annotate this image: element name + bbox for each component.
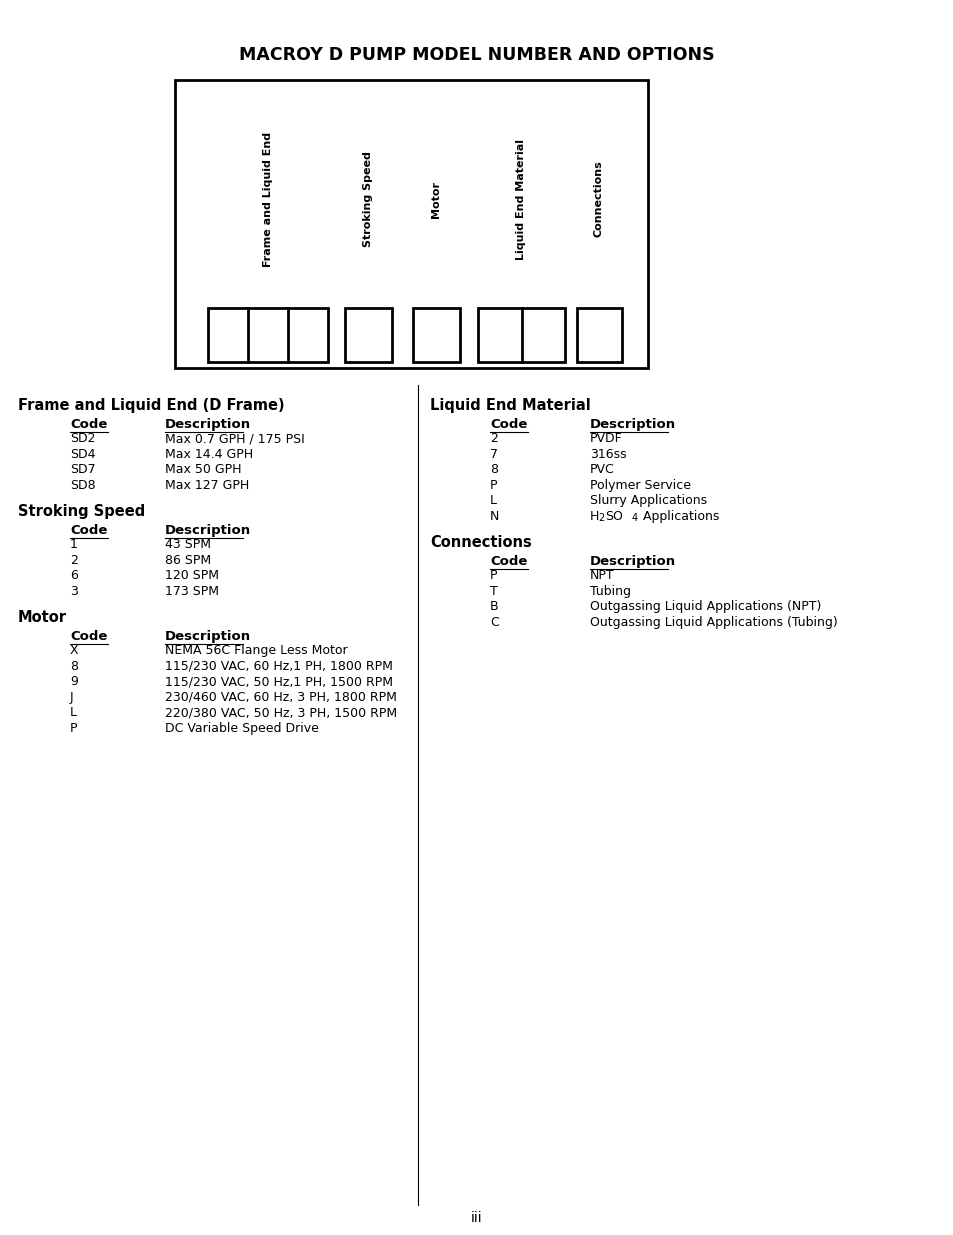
Text: Liquid End Material: Liquid End Material [430, 398, 590, 412]
Text: PVC: PVC [589, 463, 614, 477]
Text: SD2: SD2 [70, 432, 95, 445]
Text: X: X [70, 645, 78, 657]
Text: SD4: SD4 [70, 447, 95, 461]
Text: Connections: Connections [430, 535, 531, 550]
Text: 173 SPM: 173 SPM [165, 585, 219, 598]
Text: 115/230 VAC, 50 Hz,1 PH, 1500 RPM: 115/230 VAC, 50 Hz,1 PH, 1500 RPM [165, 676, 393, 688]
Text: 43 SPM: 43 SPM [165, 538, 211, 551]
Text: Code: Code [70, 630, 108, 643]
Text: 8: 8 [490, 463, 497, 477]
Text: T: T [490, 585, 497, 598]
Text: MACROY D PUMP MODEL NUMBER AND OPTIONS: MACROY D PUMP MODEL NUMBER AND OPTIONS [239, 46, 714, 64]
Text: Tubing: Tubing [589, 585, 630, 598]
Text: Code: Code [490, 556, 527, 568]
Bar [477, 308, 564, 362]
Text: Connections: Connections [594, 161, 603, 237]
Text: 230/460 VAC, 60 Hz, 3 PH, 1800 RPM: 230/460 VAC, 60 Hz, 3 PH, 1800 RPM [165, 690, 396, 704]
Text: 220/380 VAC, 50 Hz, 3 PH, 1500 RPM: 220/380 VAC, 50 Hz, 3 PH, 1500 RPM [165, 706, 396, 720]
Text: 2: 2 [490, 432, 497, 445]
Bar [577, 308, 621, 362]
Text: Outgassing Liquid Applications (Tubing): Outgassing Liquid Applications (Tubing) [589, 616, 837, 629]
Text: NPT: NPT [589, 569, 614, 582]
Text: SO: SO [605, 510, 622, 522]
Text: Motor: Motor [431, 180, 440, 217]
Text: L: L [490, 494, 497, 508]
Text: Max 14.4 GPH: Max 14.4 GPH [165, 447, 253, 461]
Text: Stroking Speed: Stroking Speed [363, 151, 373, 247]
Text: 9: 9 [70, 676, 78, 688]
Text: SD8: SD8 [70, 479, 95, 492]
Text: Max 127 GPH: Max 127 GPH [165, 479, 249, 492]
Text: Description: Description [165, 419, 251, 431]
Text: Max 0.7 GPH / 175 PSI: Max 0.7 GPH / 175 PSI [165, 432, 304, 445]
Text: 3: 3 [70, 585, 78, 598]
Text: SD7: SD7 [70, 463, 95, 477]
Text: Code: Code [70, 525, 108, 537]
Text: J: J [70, 690, 73, 704]
Bar [345, 308, 392, 362]
Text: NEMA 56C Flange Less Motor: NEMA 56C Flange Less Motor [165, 645, 347, 657]
Text: 8: 8 [70, 659, 78, 673]
Text: Polymer Service: Polymer Service [589, 479, 690, 492]
Text: Description: Description [589, 556, 676, 568]
Bar [208, 308, 328, 362]
Text: Outgassing Liquid Applications (NPT): Outgassing Liquid Applications (NPT) [589, 600, 821, 614]
Text: 1: 1 [70, 538, 78, 551]
Text: B: B [490, 600, 498, 614]
Text: Stroking Speed: Stroking Speed [18, 504, 145, 519]
Text: Code: Code [490, 419, 527, 431]
Text: C: C [490, 616, 498, 629]
Text: 4: 4 [631, 514, 638, 524]
Text: DC Variable Speed Drive: DC Variable Speed Drive [165, 722, 318, 735]
Text: 120 SPM: 120 SPM [165, 569, 219, 582]
Text: Motor: Motor [18, 610, 67, 625]
Text: Description: Description [165, 630, 251, 643]
Text: 7: 7 [490, 447, 497, 461]
Text: P: P [70, 722, 77, 735]
Text: 2: 2 [598, 514, 604, 524]
Text: Description: Description [165, 525, 251, 537]
Text: Description: Description [589, 419, 676, 431]
Text: Frame and Liquid End: Frame and Liquid End [263, 131, 273, 267]
Text: Liquid End Material: Liquid End Material [516, 138, 525, 259]
Text: 316ss: 316ss [589, 447, 626, 461]
Text: Frame and Liquid End (D Frame): Frame and Liquid End (D Frame) [18, 398, 284, 412]
Text: H: H [589, 510, 598, 522]
Text: Slurry Applications: Slurry Applications [589, 494, 706, 508]
Text: iii: iii [471, 1212, 482, 1225]
Text: 115/230 VAC, 60 Hz,1 PH, 1800 RPM: 115/230 VAC, 60 Hz,1 PH, 1800 RPM [165, 659, 393, 673]
Text: P: P [490, 479, 497, 492]
Text: L: L [70, 706, 77, 720]
Bar [413, 308, 459, 362]
Text: Applications: Applications [639, 510, 719, 522]
Text: Code: Code [70, 419, 108, 431]
Bar [174, 80, 647, 368]
Text: 86 SPM: 86 SPM [165, 553, 211, 567]
Text: P: P [490, 569, 497, 582]
Text: 6: 6 [70, 569, 78, 582]
Text: N: N [490, 510, 498, 522]
Text: Max 50 GPH: Max 50 GPH [165, 463, 241, 477]
Text: PVDF: PVDF [589, 432, 622, 445]
Text: 2: 2 [70, 553, 78, 567]
